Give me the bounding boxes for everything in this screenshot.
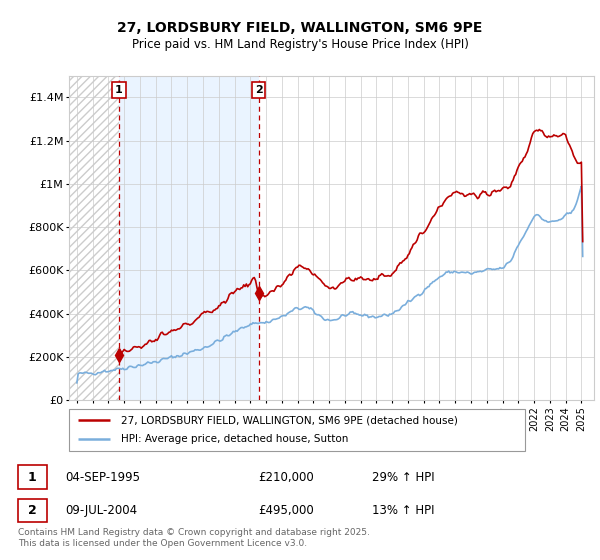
Text: HPI: Average price, detached house, Sutton: HPI: Average price, detached house, Sutt… (121, 435, 349, 445)
Text: 09-JUL-2004: 09-JUL-2004 (65, 504, 137, 517)
FancyBboxPatch shape (69, 409, 525, 451)
Text: 2: 2 (254, 85, 262, 95)
Text: 1: 1 (115, 85, 123, 95)
Bar (119, 76, 259, 400)
Text: 04-SEP-1995: 04-SEP-1995 (65, 470, 140, 484)
Text: £210,000: £210,000 (258, 470, 314, 484)
Bar (69, 76, 119, 400)
Text: 27, LORDSBURY FIELD, WALLINGTON, SM6 9PE: 27, LORDSBURY FIELD, WALLINGTON, SM6 9PE (118, 21, 482, 35)
Text: Price paid vs. HM Land Registry's House Price Index (HPI): Price paid vs. HM Land Registry's House … (131, 38, 469, 51)
Text: 13% ↑ HPI: 13% ↑ HPI (372, 504, 434, 517)
Text: 1: 1 (28, 470, 37, 484)
Text: £495,000: £495,000 (258, 504, 314, 517)
Text: 27, LORDSBURY FIELD, WALLINGTON, SM6 9PE (detached house): 27, LORDSBURY FIELD, WALLINGTON, SM6 9PE… (121, 415, 458, 425)
Text: 2: 2 (28, 504, 37, 517)
Bar (69, 76, 119, 400)
Text: 29% ↑ HPI: 29% ↑ HPI (372, 470, 434, 484)
Text: Contains HM Land Registry data © Crown copyright and database right 2025.
This d: Contains HM Land Registry data © Crown c… (18, 528, 370, 548)
